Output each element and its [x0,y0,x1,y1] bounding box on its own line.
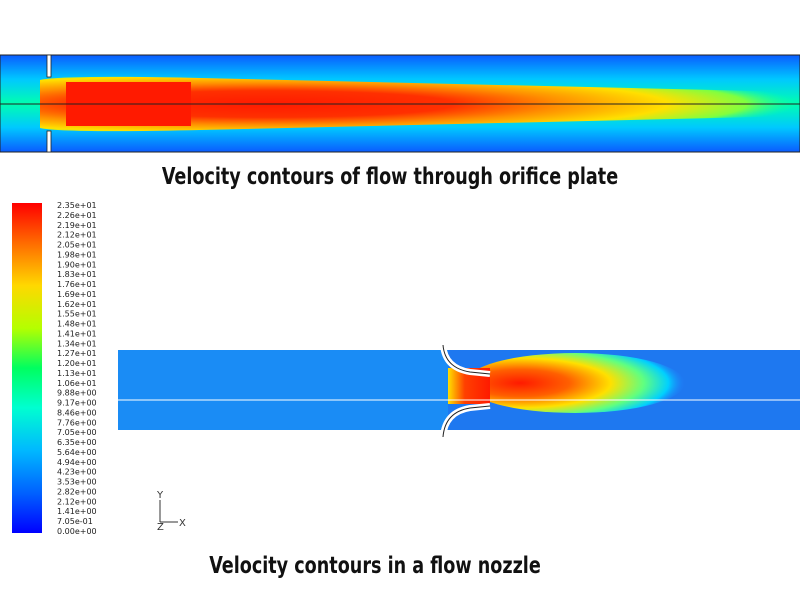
colorbar-label: 2.26e+01 [57,211,97,220]
colorbar-label: 4.23e+00 [57,468,97,477]
colorbar-label: 5.64e+00 [57,448,97,457]
colorbar-label: 3.53e+00 [57,478,97,487]
colorbar-label: 6.35e+00 [57,438,97,447]
colorbar-label: 7.05e-01 [57,517,93,526]
colorbar [12,203,42,533]
orifice-plate [46,54,52,78]
colorbar-label: 1.06e+01 [57,379,97,388]
colorbar-label: 1.34e+01 [57,339,97,348]
colorbar-label: 1.55e+01 [57,310,97,319]
colorbar-label: 1.98e+01 [57,250,97,259]
colorbar-label: 2.82e+00 [57,487,97,496]
colorbar-label: 1.90e+01 [57,260,97,269]
colorbar-label: 9.17e+00 [57,399,97,408]
colorbar-label: 1.83e+01 [57,270,97,279]
nozzle-jet [465,353,685,413]
colorbar-label: 1.20e+01 [57,359,97,368]
colorbar-label: 2.19e+01 [57,221,97,230]
colorbar-label: 1.62e+01 [57,300,97,309]
axis-label-z: Z [157,522,164,533]
orifice-plate [46,130,52,153]
axis-label-y: Y [156,490,164,501]
colorbar-label: 7.76e+00 [57,418,97,427]
colorbar-label: 9.88e+00 [57,389,97,398]
colorbar-label: 4.94e+00 [57,458,97,467]
pipe-outline [0,54,800,153]
colorbar-label: 1.41e+00 [57,507,97,516]
colorbar-label: 2.12e+00 [57,497,97,506]
colorbar-label: 2.12e+01 [57,231,97,240]
caption: Velocity contours in a flow nozzle [209,553,541,579]
upstream-flow [118,350,448,430]
colorbar-label: 1.27e+01 [57,349,97,358]
colorbar-label: 1.76e+01 [57,280,97,289]
colorbar-label: 1.41e+01 [57,329,97,338]
nozzle-wall-outline [442,344,491,438]
colorbar-label: 1.13e+01 [57,369,97,378]
colorbar-label: 1.69e+01 [57,290,97,299]
colorbar-label: 1.48e+01 [57,320,97,329]
colorbar-label: 2.05e+01 [57,241,97,250]
colorbar-label: 7.05e+00 [57,428,97,437]
colorbar-label: 0.00e+00 [57,527,97,536]
colorbar-label: 2.35e+01 [57,201,97,210]
axis-label-x: X [179,518,186,529]
caption: Velocity contours of flow through orific… [161,164,619,190]
colorbar-label: 8.46e+00 [57,408,97,417]
